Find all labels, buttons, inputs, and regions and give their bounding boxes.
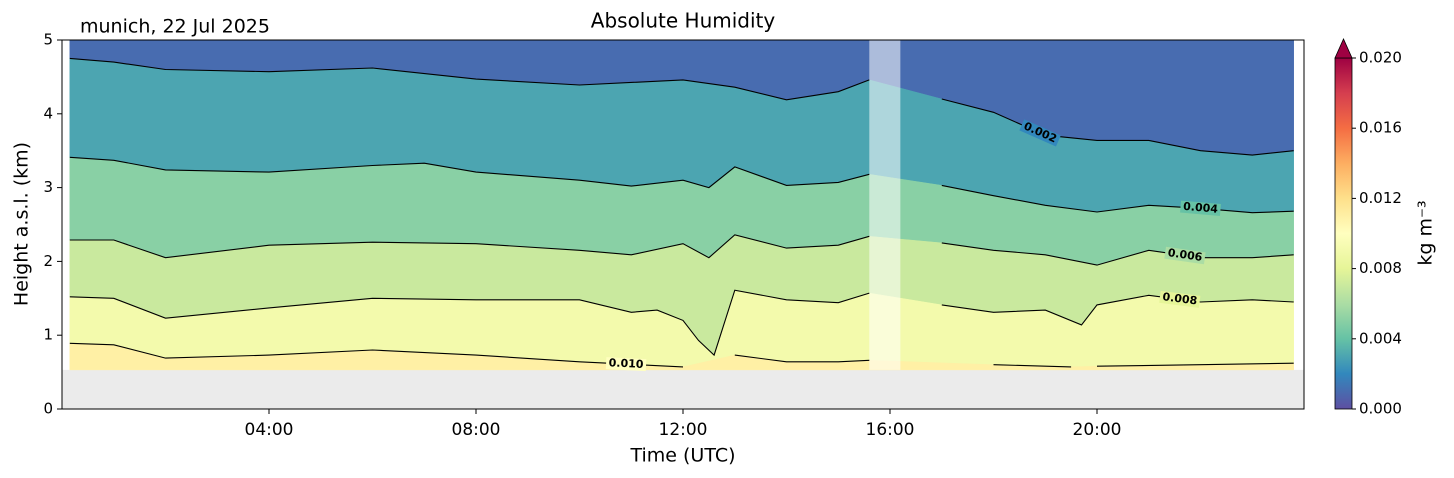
contour-label: 0.004	[1183, 200, 1219, 216]
y-tick-label: 2	[43, 252, 53, 270]
colorbar-label: kg m⁻³	[1415, 200, 1437, 265]
contour-label-gap	[605, 357, 647, 372]
contour-label-gap	[1159, 290, 1201, 308]
colorbar-tick-label: 0.012	[1359, 189, 1402, 207]
contour-line	[69, 289, 1294, 357]
colorbar-tick-label: 0.000	[1359, 400, 1402, 418]
x-axis-label: Time (UTC)	[629, 445, 735, 467]
chart-title: Absolute Humidity	[591, 9, 776, 33]
y-tick-label: 3	[43, 178, 53, 196]
y-tick-label: 1	[43, 326, 53, 344]
colorbar-tick-label: 0.016	[1359, 119, 1402, 137]
colorbar-tick-label: 0.020	[1359, 49, 1402, 67]
contour-line	[69, 156, 1294, 214]
contour-label: 0.006	[1167, 246, 1204, 264]
colorbar	[1334, 57, 1353, 410]
colorbar-tick-label: 0.004	[1359, 329, 1402, 347]
contour-line	[69, 234, 1294, 266]
contour-line	[69, 57, 1294, 156]
x-tick-label: 04:00	[245, 420, 294, 440]
contour-label-gap	[1180, 200, 1221, 216]
contour-label-gap	[1164, 246, 1206, 265]
y-tick-label: 5	[43, 31, 53, 49]
ground	[62, 369, 1304, 409]
y-tick-label: 4	[43, 104, 53, 122]
x-tick-label: 08:00	[452, 420, 501, 440]
x-tick-label: 20:00	[1073, 420, 1122, 440]
x-tick-label: 12:00	[659, 420, 708, 440]
colorbar-tick-label: 0.008	[1359, 259, 1402, 277]
contour-label: 0.008	[1162, 290, 1198, 307]
location-label: munich, 22 Jul 2025	[80, 16, 270, 38]
x-tick-label: 16:00	[866, 420, 915, 440]
contour-label-gap	[1019, 119, 1061, 147]
colorbar-extend	[1334, 38, 1353, 59]
contour-label: 0.010	[608, 356, 644, 371]
y-tick-label: 0	[43, 400, 53, 418]
contour-line	[69, 342, 1294, 368]
y-axis-label: Height a.s.l. (km)	[11, 142, 33, 306]
no-data-strip	[869, 40, 901, 370]
